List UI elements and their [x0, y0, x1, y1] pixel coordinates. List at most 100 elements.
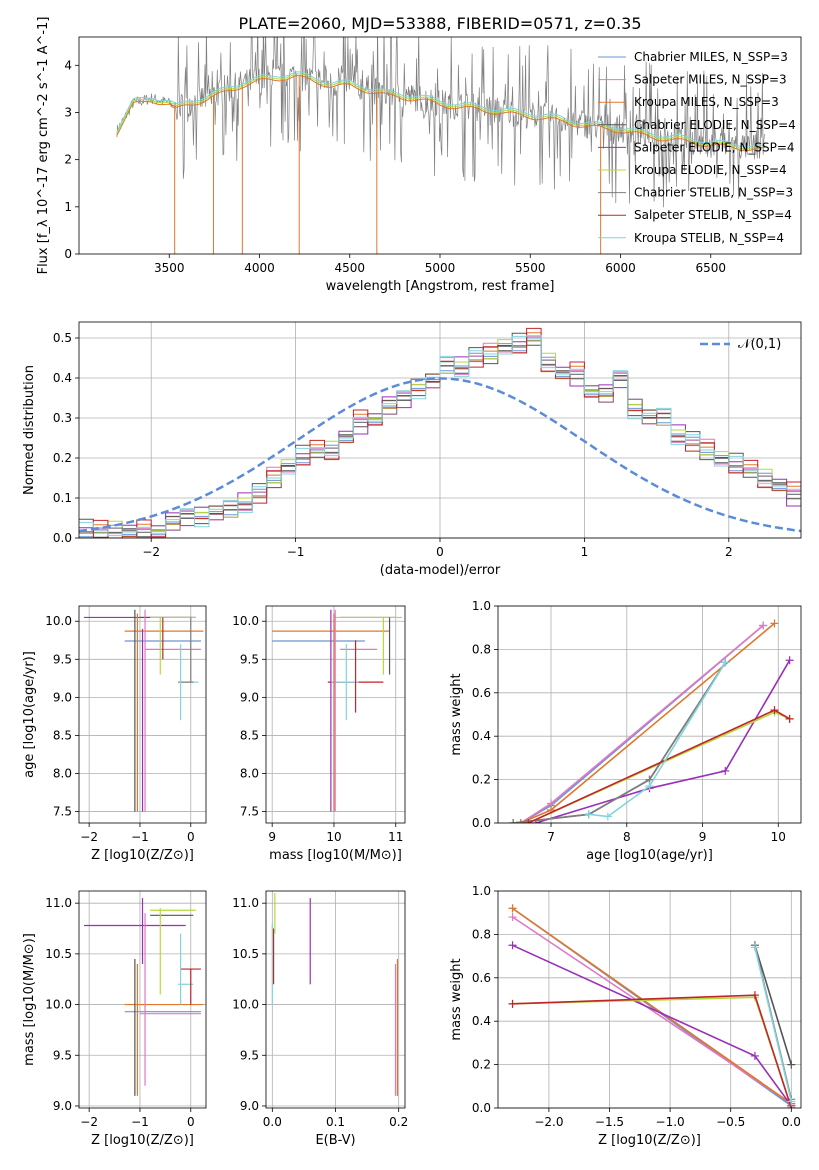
y-tick-label: 7.5 — [53, 805, 72, 819]
y-tick-label: 0.2 — [53, 451, 72, 465]
y-tick-label: 0.8 — [472, 927, 491, 941]
x-tick-label: 1 — [581, 545, 589, 559]
x-tick-label: 4500 — [334, 261, 365, 275]
y-tick-label: 0.5 — [53, 331, 72, 345]
histogram-step — [79, 327, 801, 538]
legend-label: Chabrier ELODIE, N_SSP=4 — [634, 118, 796, 132]
y-tick-label: 11.0 — [232, 896, 259, 910]
y-tick-label: 10.0 — [45, 998, 72, 1012]
x-axis-label: E(B-V) — [315, 1133, 355, 1148]
y-tick-label: 7.5 — [240, 805, 259, 819]
histogram-step — [79, 337, 801, 538]
y-tick-label: 8.5 — [240, 728, 259, 742]
x-tick-label: −2 — [80, 830, 98, 844]
age-vs-mass-panel: 9 10 11 7.5 8.0 8.5 9.0 9.5 10.0 mass [log10(M/M⊙… — [232, 605, 406, 863]
model-spectrum-line — [116, 71, 765, 148]
y-axis-label: mass [log10(M/M⊙)] — [22, 933, 37, 1066]
x-tick-label: 7 — [547, 830, 555, 844]
weight-point-marker — [750, 1051, 759, 1060]
weight-point-marker — [787, 1097, 796, 1106]
x-tick-label: 9 — [699, 830, 707, 844]
y-tick-label: 0.6 — [472, 686, 491, 700]
y-tick-label: 10.5 — [45, 947, 72, 961]
y-tick-label: 0.0 — [472, 816, 491, 830]
x-tick-label: −2.0 — [534, 1115, 563, 1129]
y-tick-label: 0.4 — [53, 371, 72, 385]
plot-area — [508, 904, 796, 1108]
mass-vs-EBV-panel: 0.0 0.1 0.2 9.0 9.5 10.0 10.5 11.0 E(B-V) — [232, 890, 408, 1148]
x-axis-label: Z [log10(Z/Z⊙)] — [91, 1133, 194, 1148]
x-tick-label: −0.5 — [716, 1115, 745, 1129]
weight-series-line — [512, 916, 792, 1105]
x-tick-label: 6500 — [695, 261, 726, 275]
plot-area — [271, 893, 399, 1096]
weight-point-marker — [750, 943, 759, 952]
x-tick-label: −1.0 — [656, 1115, 685, 1129]
x-tick-label: 0 — [187, 1115, 195, 1129]
weight-point-marker — [524, 819, 533, 823]
weight-point-marker — [508, 904, 517, 913]
x-axis-label: wavelength [Angstrom, rest frame] — [326, 279, 555, 294]
plot-area — [79, 327, 801, 538]
y-tick-label: 10.0 — [232, 614, 259, 628]
weight-series-line — [535, 659, 791, 823]
axes-frame — [265, 890, 406, 1109]
y-tick-label: 8.0 — [53, 767, 72, 781]
y-tick-label: 0.4 — [472, 1014, 491, 1028]
legend-label: Salpeter STELIB, N_SSP=4 — [634, 208, 792, 222]
axes-frame — [78, 36, 802, 255]
y-tick-label: 2 — [64, 153, 72, 167]
x-axis-label: age [log10(age/yr)] — [586, 848, 713, 863]
y-axis-label: Normed distribution — [22, 365, 37, 495]
x-axis-label: (data-model)/error — [380, 563, 501, 578]
figure-title: PLATE=2060, MJD=53388, FIBERID=0571, z=0… — [238, 14, 641, 33]
y-axis-label: Flux [f_λ 10^-17 erg cm^-2 s^-1 A^-1] — [36, 17, 51, 275]
x-axis-label: Z [log10(Z/Z⊙)] — [91, 848, 194, 863]
weight-point-marker — [645, 782, 654, 791]
plot-area — [509, 619, 794, 823]
weight-point-marker — [508, 913, 517, 922]
weight-vs-Z-panel: −2.0 −1.5 −1.0 −0.5 0.0 0.0 0.2 0.4 0.6 0.8 1.0 Z [… — [449, 884, 802, 1148]
y-tick-label: 0 — [64, 247, 72, 261]
axes-frame — [265, 605, 406, 824]
y-tick-label: 10.0 — [45, 614, 72, 628]
y-tick-label: 8.0 — [240, 767, 259, 781]
weight-series-line — [754, 947, 793, 1102]
y-axis-label: age [log10(age/yr)] — [22, 651, 37, 778]
axes-frame — [78, 321, 802, 539]
weight-series-line — [512, 907, 792, 1105]
x-tick-label: 9 — [268, 830, 276, 844]
legend-label: Kroupa ELODIE, N_SSP=4 — [634, 163, 787, 177]
weight-series-line — [754, 945, 793, 1065]
x-axis-label: Z [log10(Z/Z⊙)] — [598, 1133, 701, 1148]
x-tick-label: 10 — [326, 830, 341, 844]
y-tick-label: 1.0 — [472, 599, 491, 613]
weight-vs-age-panel: 7 8 9 10 0.0 0.2 0.4 0.6 0.8 1.0 age [log10(age/yr… — [449, 599, 802, 863]
y-tick-label: 9.0 — [240, 1099, 259, 1113]
x-axis-label: mass [log10(M/M⊙)] — [269, 848, 402, 863]
y-tick-label: 0.6 — [472, 971, 491, 985]
weight-series-line — [512, 994, 793, 1108]
weight-point-marker — [785, 714, 794, 723]
axes-frame — [497, 890, 802, 1109]
y-tick-label: 0.4 — [472, 729, 491, 743]
x-tick-label: −1.5 — [595, 1115, 624, 1129]
y-tick-label: 0.0 — [53, 531, 72, 545]
x-tick-label: 0.0 — [263, 1115, 282, 1129]
y-tick-label: 9.5 — [240, 652, 259, 666]
weight-series-line — [513, 661, 726, 823]
legend-label: Chabrier STELIB, N_SSP=3 — [634, 186, 793, 200]
plot-area — [84, 609, 204, 812]
weight-point-marker — [759, 621, 768, 630]
x-tick-label: 6000 — [605, 261, 636, 275]
legend-label: Salpeter ELODIE, N_SSP=4 — [634, 140, 795, 154]
axes-frame — [78, 605, 207, 824]
x-tick-label: 3500 — [154, 261, 185, 275]
weight-point-marker — [785, 656, 794, 665]
weight-series-line — [520, 624, 764, 823]
weight-point-marker — [770, 619, 779, 628]
legend-label: Kroupa MILES, N_SSP=3 — [634, 95, 779, 109]
y-tick-label: 0.2 — [472, 1058, 491, 1072]
y-tick-label: 4 — [64, 58, 72, 72]
